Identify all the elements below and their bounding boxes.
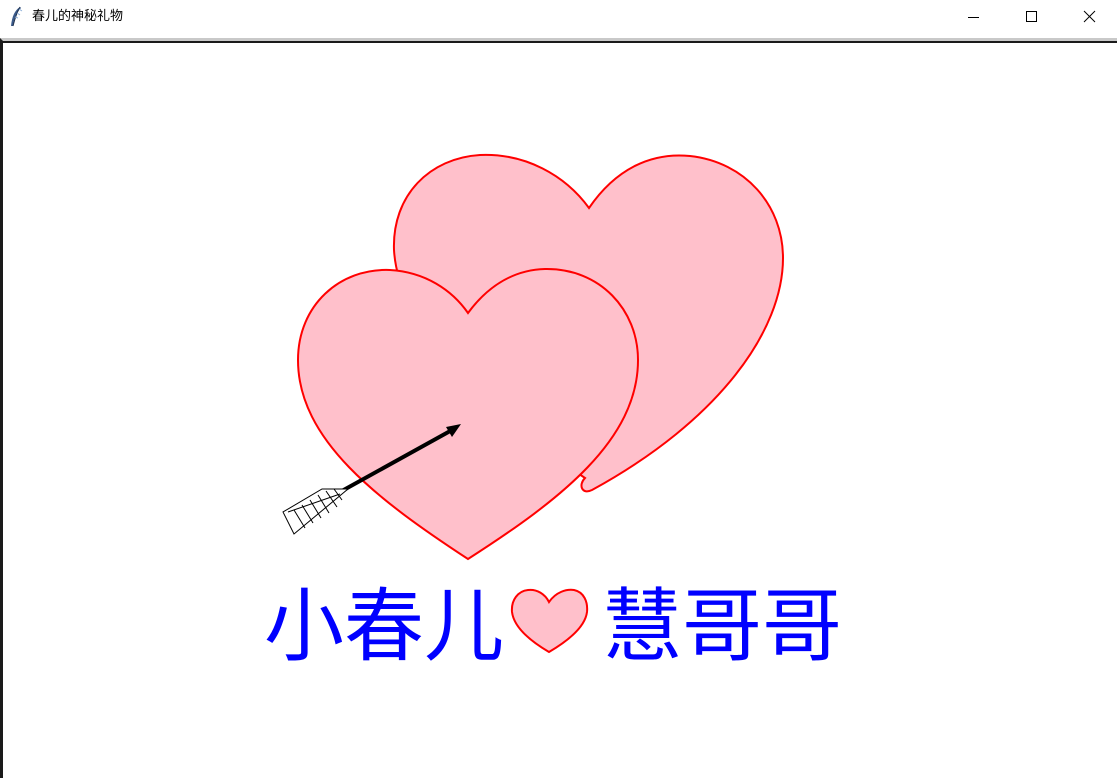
close-icon: [1083, 10, 1096, 23]
arrow-shaft: [338, 428, 454, 494]
title-bar[interactable]: 春儿的神秘礼物: [0, 0, 1117, 36]
message-right: 慧哥哥: [602, 580, 842, 673]
window-title: 春儿的神秘礼物: [32, 9, 124, 24]
maximize-icon: [1026, 11, 1037, 22]
close-button[interactable]: [1060, 0, 1117, 34]
message-left: 小春儿: [264, 580, 504, 673]
arrow-head: [446, 424, 461, 437]
drawing-canvas: 小春儿 慧哥哥: [264, 153, 842, 673]
maximize-button[interactable]: [1002, 0, 1060, 34]
small-heart: [296, 267, 640, 561]
minimize-icon: [968, 17, 979, 18]
text-heart-icon: [510, 588, 589, 654]
feather-icon: [11, 6, 23, 27]
minimize-button[interactable]: [944, 0, 1002, 34]
arrow-feathers: [282, 488, 350, 535]
